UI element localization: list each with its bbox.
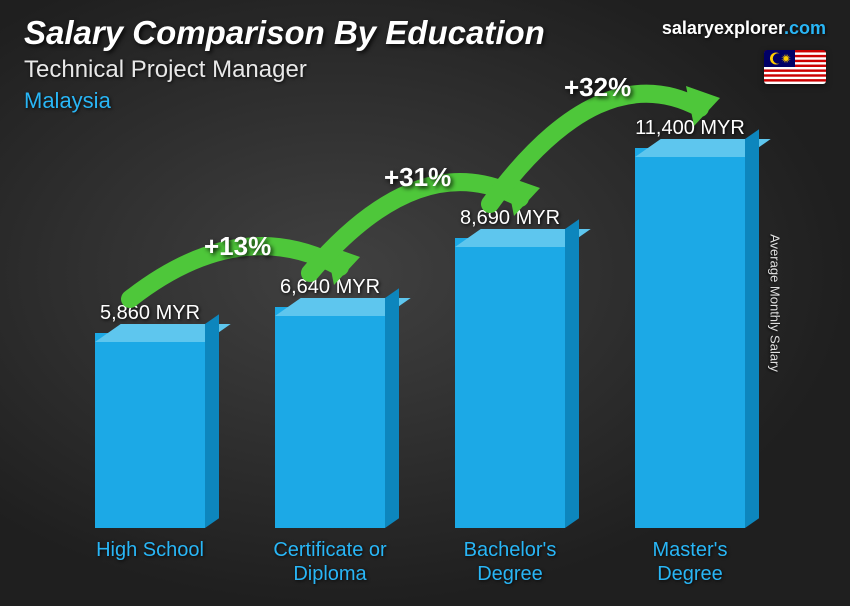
bar-group: 6,640 MYR (240, 276, 420, 528)
bar-3d (455, 238, 565, 528)
x-axis-label: High School (60, 538, 240, 586)
bar-3d (635, 148, 745, 528)
bars-container: 5,860 MYR 6,640 MYR 8,690 MYR 11,400 MYR (60, 130, 780, 528)
bar-group: 11,400 MYR (600, 117, 780, 528)
x-axis-label: Certificate orDiploma (240, 538, 420, 586)
bar-3d (95, 333, 205, 528)
brand-watermark: salaryexplorer.com (662, 18, 826, 39)
country-flag-icon (764, 50, 826, 84)
chart-subtitle: Technical Project Manager (24, 56, 826, 84)
bar-group: 5,860 MYR (60, 302, 240, 528)
brand-domain: .com (784, 18, 826, 38)
bar-value-label: 11,400 MYR (635, 117, 745, 140)
bar-value-label: 5,860 MYR (100, 302, 200, 325)
x-axis-label: Bachelor'sDegree (420, 538, 600, 586)
chart-area: 5,860 MYR 6,640 MYR 8,690 MYR 11,400 MYR (60, 130, 780, 586)
x-labels: High SchoolCertificate orDiplomaBachelor… (60, 538, 780, 586)
x-axis-label: Master'sDegree (600, 538, 780, 586)
bar-value-label: 8,690 MYR (460, 207, 560, 230)
chart-country: Malaysia (24, 88, 826, 114)
bar-value-label: 6,640 MYR (280, 276, 380, 299)
bar-3d (275, 307, 385, 528)
brand-name: salaryexplorer (662, 18, 784, 38)
bar-group: 8,690 MYR (420, 207, 600, 528)
